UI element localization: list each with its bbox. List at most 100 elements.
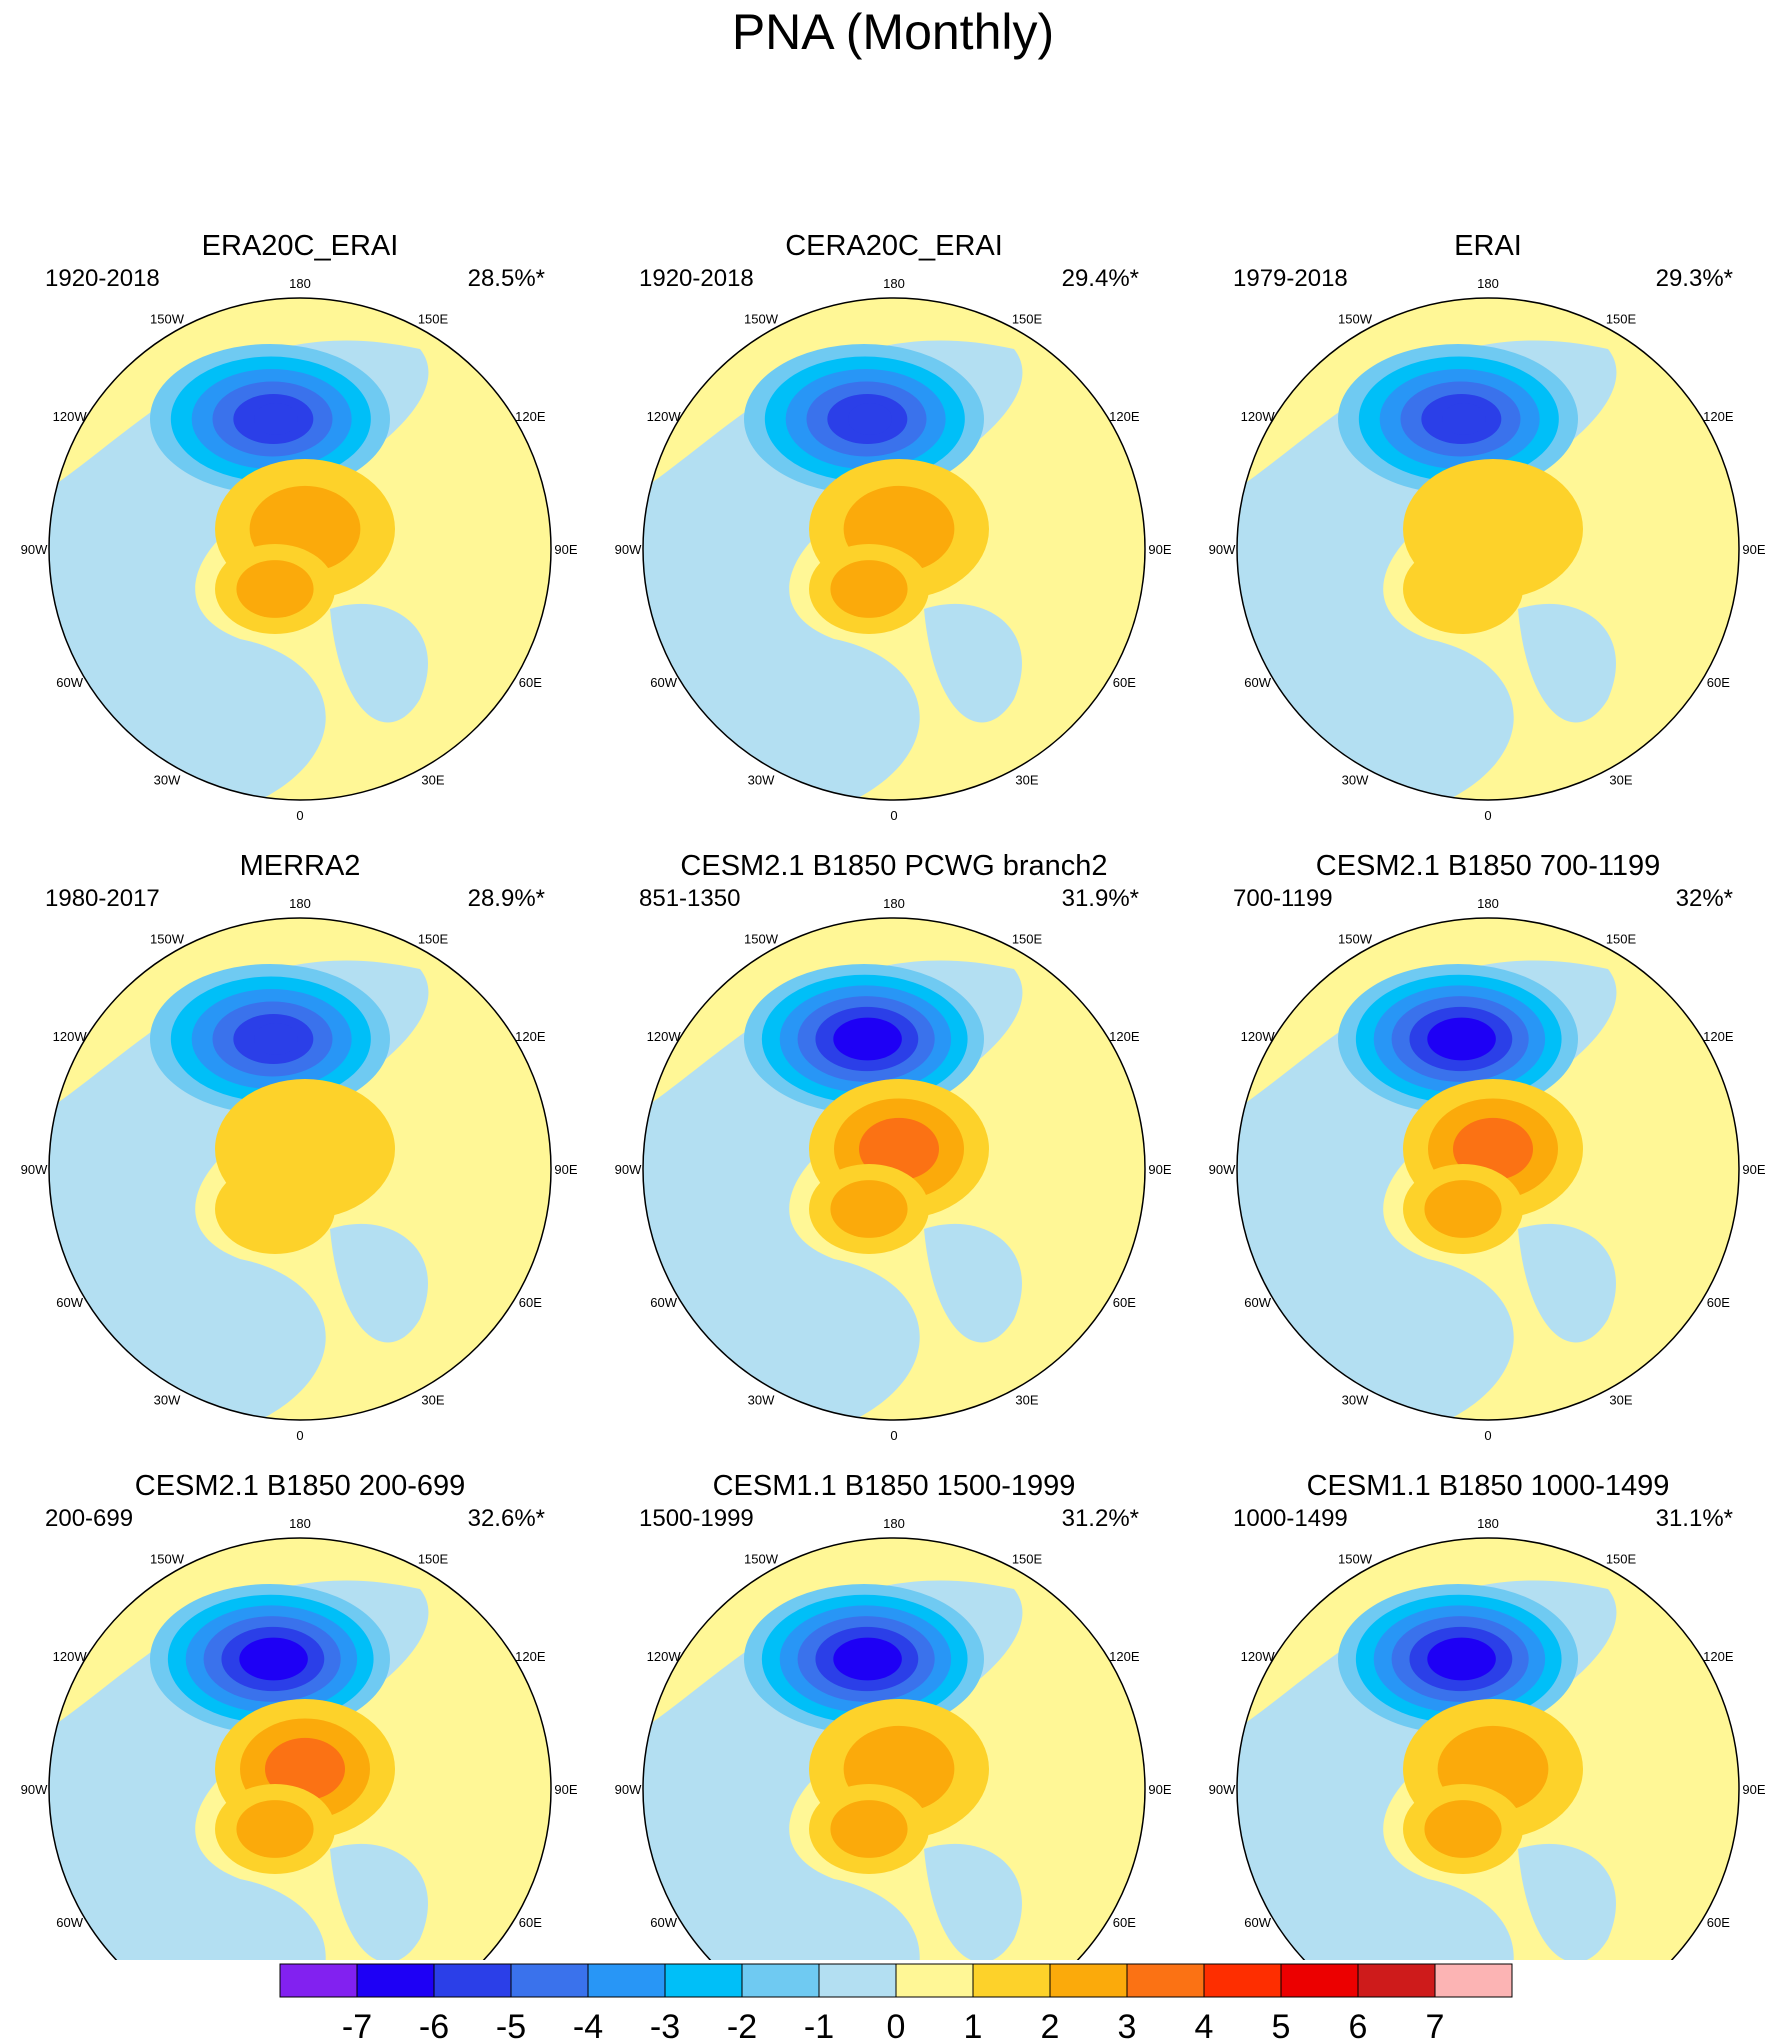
longitude-label: 60W	[1244, 675, 1271, 690]
negative-region-east	[1518, 1843, 1616, 1960]
longitude-label: 150E	[1012, 932, 1043, 947]
longitude-label: 90W	[615, 1162, 642, 1177]
contour-field	[1237, 918, 1739, 1420]
longitude-label: 90E	[554, 542, 577, 557]
panel-title: ERA20C_ERAI	[202, 230, 399, 262]
colorbar-swatch	[1203, 1963, 1282, 1998]
panel-period: 851-1350	[639, 885, 740, 912]
longitude-label: 60E	[1707, 1915, 1730, 1930]
neg-centre	[1442, 1643, 1486, 1675]
colorbar-swatch	[972, 1963, 1051, 1998]
colorbar-label: 2	[1041, 2008, 1060, 2042]
longitude-label: 60E	[519, 1295, 542, 1310]
longitude-label: 30W	[748, 772, 775, 787]
longitude-label: 0	[890, 808, 897, 823]
longitude-label: 150W	[150, 932, 185, 947]
map-border	[1236, 1537, 1740, 1960]
longitude-label: 90E	[1742, 1782, 1765, 1797]
colorbar-label: -4	[573, 2008, 603, 2042]
longitude-label: 120W	[1241, 1029, 1276, 1044]
longitude-label: 60W	[650, 1295, 677, 1310]
panel: 180150E120E90E60E30E030W60W90W120W150WCE…	[21, 1470, 578, 1960]
longitude-label: 120W	[647, 409, 682, 424]
colorbar-label: -7	[342, 2008, 372, 2042]
panel: 180150E120E90E60E30E030W60W90W120W150WCE…	[615, 1470, 1172, 1960]
panel-variance: 31.9%*	[1062, 885, 1139, 912]
longitude-label: 60E	[1113, 1915, 1136, 1930]
panel-title: MERRA2	[240, 850, 361, 882]
longitude-label: 180	[1477, 896, 1499, 911]
longitude-label: 120W	[647, 1649, 682, 1664]
longitude-label: 60E	[1113, 675, 1136, 690]
contour-field	[643, 918, 1145, 1420]
pos-secondary-1	[215, 1164, 335, 1254]
panel-period: 700-1199	[1233, 885, 1333, 912]
neg-centre	[848, 1023, 892, 1055]
longitude-label: 60W	[650, 675, 677, 690]
longitude-label: 120E	[515, 409, 546, 424]
neg-centre	[848, 1643, 892, 1675]
neg-centre	[254, 1023, 298, 1055]
longitude-label: 120W	[53, 409, 88, 424]
colorbar-swatch	[1357, 1963, 1436, 1998]
colorbar-swatch	[1280, 1963, 1359, 1998]
panel: 180 150E 120E 90E 60E 30E 0 30W 60W 90W 120W 150W ER…	[21, 230, 578, 823]
longitude-label: 150W	[744, 1552, 779, 1567]
longitude-label: 60E	[519, 1915, 542, 1930]
colorbar-label: 7	[1426, 2008, 1445, 2042]
contour-field	[49, 918, 551, 1420]
colorbar-swatch	[356, 1963, 435, 1998]
panel-variance: 29.4%*	[1062, 265, 1139, 292]
colorbar-swatch	[664, 1963, 743, 1998]
longitude-label: 0	[296, 1428, 303, 1443]
map-border	[1236, 917, 1740, 1421]
panel-title: CESM1.1 B1850 1000-1499	[1307, 1470, 1670, 1502]
neg-centre	[254, 403, 298, 435]
negative-region-east	[924, 1223, 1022, 1343]
longitude-label: 120E	[515, 1029, 546, 1044]
longitude-label: 150E	[1606, 312, 1637, 327]
longitude-label: 30W	[1342, 1392, 1369, 1407]
longitude-label: 90E	[1742, 542, 1765, 557]
colorbar-label: 6	[1349, 2008, 1368, 2042]
longitude-label: 120W	[53, 1029, 88, 1044]
contour-field	[49, 1538, 551, 1960]
panel-grid: 180 150E 120E 90E 60E 30E 0 30W 60W 90W 120W 150W ER…	[21, 230, 1766, 1960]
colorbar-swatch	[587, 1963, 666, 1998]
longitude-label: 60W	[56, 1295, 83, 1310]
colorbar-label: 1	[964, 2008, 983, 2042]
longitude-label: 90W	[615, 542, 642, 557]
longitude-label: 30W	[154, 772, 181, 787]
map-border	[48, 917, 552, 1421]
longitude-label: 150E	[1012, 1552, 1043, 1567]
neg-centre	[848, 403, 892, 435]
longitude-label: 150E	[1606, 932, 1637, 947]
longitude-label: 120W	[647, 1029, 682, 1044]
longitude-label: 150W	[744, 312, 779, 327]
longitude-label: 150W	[150, 1552, 185, 1567]
longitude-label: 120E	[1109, 1649, 1140, 1664]
pos-secondary-2	[236, 560, 314, 618]
longitude-label: 180	[1477, 1516, 1499, 1531]
contour-field	[643, 298, 1145, 800]
panel-variance: 32.6%*	[468, 1505, 545, 1532]
colorbar-swatch	[895, 1963, 974, 1998]
longitude-label: 180	[1477, 276, 1499, 291]
longitude-label: 150W	[1338, 1552, 1373, 1567]
colorbar: -7 -6 -5 -4 -3 -2 -1 0 1 2 3 4 5 6 7	[279, 1963, 1513, 2042]
longitude-label: 0	[1484, 808, 1491, 823]
longitude-label: 180	[289, 1516, 311, 1531]
longitude-label: 150E	[418, 312, 449, 327]
longitude-label: 60E	[1707, 675, 1730, 690]
longitude-label: 0	[890, 1428, 897, 1443]
longitude-label: 120W	[53, 1649, 88, 1664]
longitude-label: 150E	[418, 1552, 449, 1567]
longitude-label: 60E	[1707, 1295, 1730, 1310]
negative-region-east	[330, 603, 428, 723]
panel: 180150E120E90E60E30E030W60W90W120W150WCE…	[1209, 850, 1766, 1443]
longitude-label: 120W	[1241, 1649, 1276, 1664]
panel: 180 150E 120E 90E 60E 30E 0 30W 60W 90W 120W 150W ME…	[21, 850, 578, 1443]
longitude-label: 30E	[1609, 1392, 1632, 1407]
longitude-label: 60W	[56, 1915, 83, 1930]
longitude-label: 180	[883, 896, 905, 911]
